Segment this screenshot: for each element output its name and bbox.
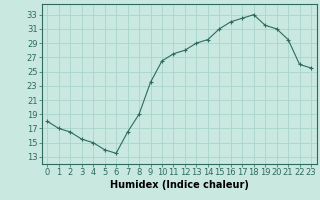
X-axis label: Humidex (Indice chaleur): Humidex (Indice chaleur)	[110, 180, 249, 190]
